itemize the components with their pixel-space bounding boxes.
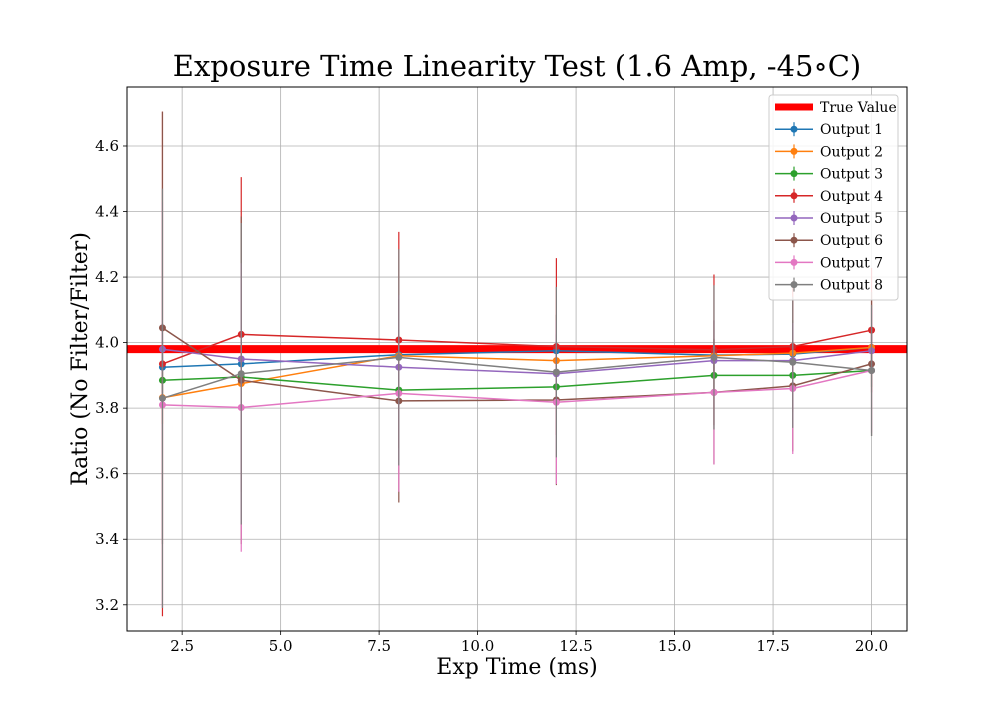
legend-label: Output 1 bbox=[820, 122, 883, 138]
chart-title: Exposure Time Linearity Test (1.6 Amp, -… bbox=[173, 49, 861, 83]
legend-label: Output 8 bbox=[820, 278, 883, 294]
series-group bbox=[158, 111, 876, 617]
x-tick-label: 12.5 bbox=[559, 637, 592, 655]
legend-label: Output 7 bbox=[820, 255, 883, 271]
legend-label: Output 2 bbox=[820, 144, 883, 160]
legend-item-output-2: Output 2 bbox=[775, 144, 883, 160]
y-tick-label: 3.4 bbox=[95, 530, 119, 548]
y-tick-label: 4.2 bbox=[95, 268, 119, 286]
legend-label: True Value bbox=[820, 100, 897, 116]
series-output-4 bbox=[158, 111, 876, 617]
legend-item-true-value: True Value bbox=[775, 100, 897, 116]
data-point bbox=[158, 394, 166, 402]
legend-item-output-6: Output 6 bbox=[775, 233, 883, 249]
legend-swatch-marker bbox=[790, 170, 798, 178]
legend-label: Output 4 bbox=[820, 189, 883, 205]
legend-swatch-marker bbox=[790, 192, 798, 200]
legend-label: Output 6 bbox=[820, 233, 883, 249]
series-output-7 bbox=[158, 201, 876, 609]
legend-swatch-marker bbox=[790, 214, 798, 222]
data-point bbox=[552, 368, 560, 376]
legend: True Value Output 1 Output 2 Output 3 Output… bbox=[768, 94, 899, 301]
y-tick-label: 4.6 bbox=[95, 137, 119, 155]
legend-item-output-1: Output 1 bbox=[775, 122, 883, 138]
legend-item-output-3: Output 3 bbox=[775, 166, 883, 183]
legend-swatch-marker bbox=[790, 125, 798, 133]
data-point bbox=[237, 370, 245, 378]
legend-box bbox=[768, 94, 899, 301]
y-axis-label: Ratio (No Filter/Filter) bbox=[68, 232, 93, 486]
legend-item-output-7: Output 7 bbox=[775, 255, 883, 271]
series-output-6 bbox=[158, 111, 876, 545]
data-point bbox=[710, 353, 718, 361]
axis-ticks: 2.5 5.0 7.5 10.0 12.5 15.0 17.5 20.0 3.2 3.4 3.6 3.… bbox=[95, 137, 888, 655]
x-tick-label: 10.0 bbox=[461, 637, 494, 655]
y-tick-label: 3.8 bbox=[95, 399, 119, 417]
legend-swatch-marker bbox=[790, 281, 798, 289]
plot-frame bbox=[126, 86, 908, 632]
series-line bbox=[162, 356, 872, 400]
x-tick-label: 7.5 bbox=[367, 637, 391, 655]
legend-item-output-8: Output 8 bbox=[775, 277, 883, 294]
x-tick-label: 5.0 bbox=[269, 637, 293, 655]
y-tick-label: 3.6 bbox=[95, 465, 119, 483]
x-tick-label: 2.5 bbox=[170, 637, 194, 655]
y-tick-label: 3.2 bbox=[95, 596, 119, 614]
legend-item-output-4: Output 4 bbox=[775, 188, 883, 205]
y-tick-label: 4.0 bbox=[95, 334, 119, 352]
series-line bbox=[162, 369, 872, 391]
legend-item-output-5: Output 5 bbox=[775, 211, 883, 227]
data-point bbox=[868, 366, 876, 374]
x-tick-label: 20.0 bbox=[855, 637, 888, 655]
data-point bbox=[789, 358, 797, 366]
x-tick-label: 15.0 bbox=[658, 637, 691, 655]
x-axis-label: Exp Time (ms) bbox=[436, 655, 597, 680]
legend-swatch-marker bbox=[790, 236, 798, 244]
series-output-8 bbox=[158, 188, 876, 609]
series-output-5 bbox=[158, 322, 876, 391]
legend-label: Output 5 bbox=[820, 211, 883, 227]
legend-swatch-marker bbox=[790, 147, 798, 155]
data-point bbox=[395, 353, 403, 361]
y-tick-label: 4.4 bbox=[95, 203, 119, 221]
x-tick-label: 17.5 bbox=[756, 637, 789, 655]
legend-swatch-marker bbox=[790, 258, 798, 266]
legend-label: Output 3 bbox=[820, 167, 883, 183]
